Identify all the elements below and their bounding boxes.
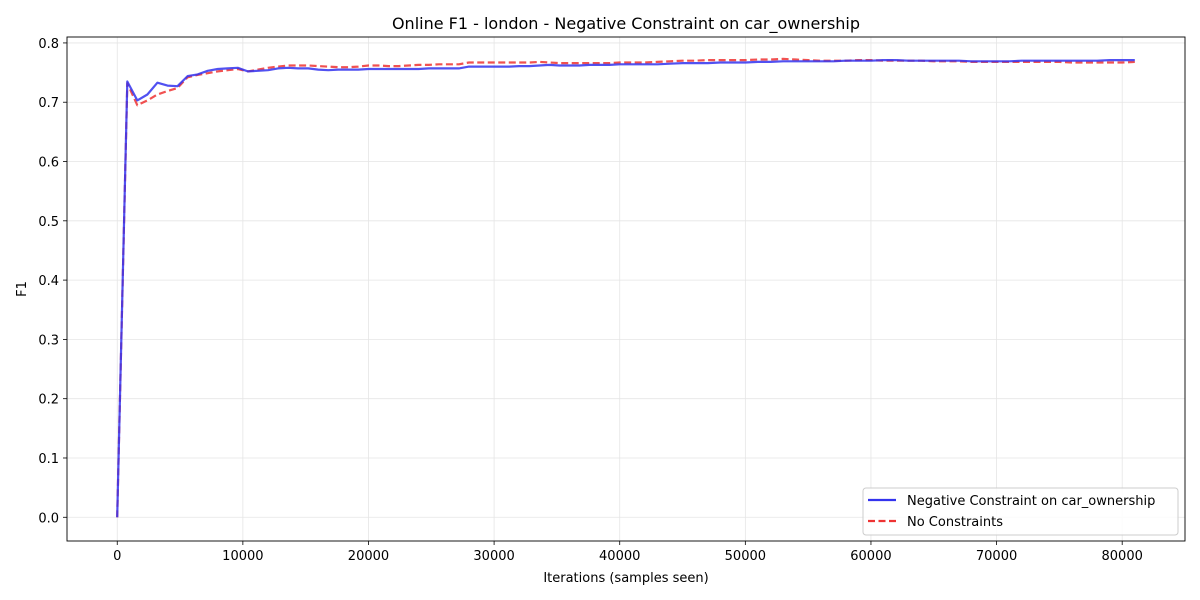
x-tick-label: 0 xyxy=(113,549,121,564)
y-tick-label: 0.2 xyxy=(38,393,59,408)
legend: Negative Constraint on car_ownership No … xyxy=(862,487,1179,536)
y-tick-label: 0.0 xyxy=(38,511,59,526)
legend-label-negative-constraint: Negative Constraint on car_ownership xyxy=(907,494,1155,509)
grid xyxy=(67,37,1185,541)
legend-label-no-constraints: No Constraints xyxy=(907,515,1003,530)
series-line-no-constraints xyxy=(116,57,1135,518)
chart-title: Online F1 - london - Negative Constraint… xyxy=(392,14,860,34)
y-tick-label: 0.4 xyxy=(38,274,59,289)
y-axis: 0.0 0.1 0.2 0.3 0.4 0.5 0.6 0.7 0.8 xyxy=(38,37,67,526)
x-axis-label: Iterations (samples seen) xyxy=(543,571,708,586)
series-line-negative-constraint xyxy=(116,58,1135,518)
y-tick-label: 0.1 xyxy=(38,452,59,467)
x-tick-label: 60000 xyxy=(850,549,891,564)
x-tick-label: 40000 xyxy=(599,549,640,564)
y-tick-label: 0.3 xyxy=(38,333,59,348)
y-tick-label: 0.5 xyxy=(38,215,59,230)
y-axis-label: F1 xyxy=(15,281,30,297)
x-tick-label: 10000 xyxy=(222,549,263,564)
series-group xyxy=(116,57,1135,518)
x-tick-label: 80000 xyxy=(1102,549,1143,564)
x-axis: 0 10000 20000 30000 40000 50000 60000 70000 8000… xyxy=(113,541,1143,564)
y-tick-label: 0.8 xyxy=(38,37,59,52)
plot-frame xyxy=(66,36,1186,542)
x-tick-label: 30000 xyxy=(473,549,514,564)
y-tick-label: 0.6 xyxy=(38,156,59,171)
x-tick-label: 50000 xyxy=(725,549,766,564)
legend-box xyxy=(862,487,1179,536)
y-tick-label: 0.7 xyxy=(38,96,59,111)
x-tick-label: 20000 xyxy=(348,549,389,564)
x-tick-label: 70000 xyxy=(976,549,1017,564)
